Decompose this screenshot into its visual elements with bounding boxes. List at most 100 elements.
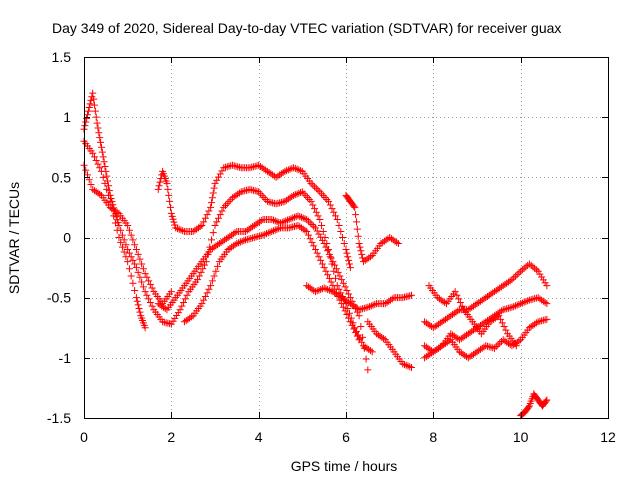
- data-point: [273, 225, 281, 233]
- data-point: [354, 232, 362, 240]
- data-point: [532, 266, 540, 274]
- data-point: [355, 240, 363, 248]
- data-point: [90, 95, 98, 103]
- data-point: [445, 337, 453, 345]
- data-point: [296, 213, 304, 221]
- x-tick-label: 4: [255, 429, 263, 445]
- data-point: [233, 240, 241, 248]
- data-point: [529, 263, 537, 271]
- data-point: [312, 184, 320, 192]
- data-point: [502, 326, 510, 334]
- series-track-d: [154, 161, 354, 272]
- data-point: [216, 211, 224, 219]
- data-point: [318, 190, 326, 198]
- data-point: [118, 243, 126, 251]
- data-point: [543, 300, 551, 308]
- data-point: [511, 302, 519, 310]
- series-track-a: [80, 89, 376, 356]
- data-point: [134, 301, 142, 309]
- data-point: [366, 347, 374, 355]
- series-track-n: [517, 390, 551, 420]
- data-point: [455, 295, 463, 303]
- data-point: [131, 260, 139, 268]
- data-point: [283, 216, 291, 224]
- data-point: [515, 300, 523, 308]
- data-point: [203, 211, 211, 219]
- data-point: [506, 277, 514, 285]
- data-point: [154, 185, 162, 193]
- data-point: [309, 181, 317, 189]
- data-point: [324, 271, 332, 279]
- data-point: [297, 213, 305, 221]
- data-point: [356, 243, 364, 251]
- data-point: [214, 173, 222, 181]
- data-point: [327, 278, 335, 286]
- data-point: [348, 321, 356, 329]
- data-point: [310, 222, 318, 230]
- y-axis-title: SDTVAR / TECUs: [6, 182, 22, 294]
- data-point: [195, 272, 203, 280]
- data-point: [113, 216, 121, 224]
- data-point: [531, 264, 539, 272]
- data-point: [85, 104, 93, 112]
- data-point: [317, 285, 325, 293]
- data-point: [91, 107, 99, 115]
- data-point: [511, 272, 519, 280]
- series-track-l: [421, 315, 551, 362]
- data-point: [304, 217, 312, 225]
- data-point: [346, 264, 354, 272]
- x-tick-label: 0: [80, 429, 88, 445]
- data-point: [353, 225, 361, 233]
- data-point: [319, 227, 327, 235]
- data-point: [324, 285, 332, 293]
- data-point: [308, 221, 316, 229]
- data-point: [148, 302, 156, 310]
- data-point: [360, 344, 368, 352]
- data-point: [362, 355, 370, 363]
- data-point: [497, 307, 505, 315]
- data-point: [115, 234, 123, 241]
- data-point: [129, 236, 137, 244]
- data-point: [103, 185, 111, 193]
- data-point: [352, 329, 360, 337]
- data-point: [271, 226, 279, 234]
- data-point: [517, 267, 525, 275]
- data-point: [214, 262, 222, 270]
- data-point: [525, 403, 533, 411]
- data-point: [352, 218, 360, 226]
- data-point: [220, 203, 228, 211]
- data-point: [280, 218, 288, 226]
- data-point: [453, 291, 461, 299]
- data-point: [95, 129, 103, 137]
- data-point: [313, 287, 321, 295]
- data-point: [320, 284, 328, 292]
- data-point: [366, 303, 374, 311]
- data-point: [315, 286, 323, 294]
- data-point: [311, 183, 319, 191]
- data-point: [211, 221, 219, 229]
- data-point: [338, 300, 346, 308]
- data-point: [135, 304, 143, 312]
- series-track-h: [342, 191, 402, 266]
- series-track-e: [154, 212, 372, 374]
- data-point: [200, 218, 208, 226]
- data-point: [522, 298, 530, 306]
- data-point: [518, 266, 526, 274]
- data-point: [89, 89, 97, 97]
- data-point: [259, 231, 267, 239]
- data-point: [313, 227, 321, 235]
- data-point: [515, 337, 523, 345]
- data-point: [170, 218, 178, 226]
- data-point: [286, 165, 294, 173]
- data-point: [148, 284, 156, 292]
- data-point: [132, 294, 140, 302]
- data-point: [177, 226, 185, 234]
- data-point: [218, 207, 226, 215]
- data-point: [207, 282, 215, 290]
- data-point: [337, 227, 345, 235]
- data-point: [451, 288, 459, 296]
- data-point: [339, 279, 347, 287]
- data-point: [543, 396, 551, 404]
- data-point: [120, 248, 128, 256]
- data-point: [317, 256, 325, 264]
